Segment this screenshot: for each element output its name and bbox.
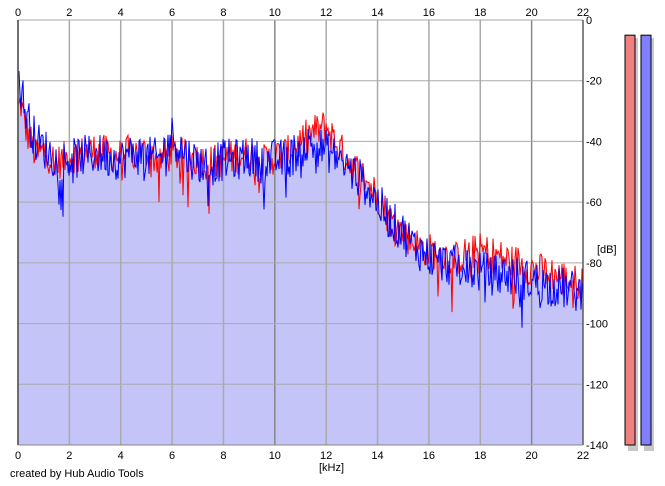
y-tick-label: -140 xyxy=(586,440,608,452)
x-tick-label-top: 16 xyxy=(423,7,435,19)
x-tick-label-bottom: 4 xyxy=(118,450,124,462)
x-tick-label-top: 4 xyxy=(118,7,124,19)
x-tick-label-top: 18 xyxy=(474,7,486,19)
x-tick-label-bottom: 18 xyxy=(474,450,486,462)
x-tick-label-bottom: 16 xyxy=(423,450,435,462)
y-tick-label: -100 xyxy=(586,319,608,331)
x-tick-label-bottom: 8 xyxy=(220,450,226,462)
y-tick-label: 0 xyxy=(586,15,592,27)
x-tick-label-top: 22 xyxy=(577,7,589,19)
x-tick-label-top: 20 xyxy=(526,7,538,19)
y-tick-label: -40 xyxy=(586,136,602,148)
level-meters xyxy=(624,34,654,452)
x-tick-label-bottom: 20 xyxy=(526,450,538,462)
tick-label-layer: 002244668810101212141416161818202022220-… xyxy=(15,7,608,462)
credit-text: created by Hub Audio Tools xyxy=(10,468,144,480)
y-tick-label: -120 xyxy=(586,379,608,391)
y-tick-label: -80 xyxy=(586,258,602,270)
series-line-1 xyxy=(17,71,584,328)
y-axis-label: [dB] xyxy=(597,244,617,256)
series-layer xyxy=(17,71,584,328)
x-tick-label-top: 10 xyxy=(269,7,281,19)
x-tick-label-bottom: 12 xyxy=(320,450,332,462)
x-tick-label-bottom: 10 xyxy=(269,450,281,462)
y-tick-label: -20 xyxy=(586,76,602,88)
x-tick-label-bottom: 2 xyxy=(66,450,72,462)
x-tick-label-bottom: 6 xyxy=(169,450,175,462)
x-tick-label-top: 2 xyxy=(66,7,72,19)
x-tick-label-top: 14 xyxy=(371,7,383,19)
x-tick-label-top: 6 xyxy=(169,7,175,19)
x-tick-label-bottom: 14 xyxy=(371,450,383,462)
level-meter-bar xyxy=(640,34,652,446)
axes-layer xyxy=(17,20,584,446)
x-tick-label-top: 12 xyxy=(320,7,332,19)
spectrum-fill-area xyxy=(18,71,583,445)
y-tick-label: -60 xyxy=(586,197,602,209)
x-axis-label: [kHz] xyxy=(319,462,344,474)
x-tick-label-top: 0 xyxy=(15,7,21,19)
x-tick-label-bottom: 0 xyxy=(15,450,21,462)
x-tick-label-bottom: 22 xyxy=(577,450,589,462)
x-tick-label-top: 8 xyxy=(220,7,226,19)
level-meter-bar xyxy=(624,34,636,446)
spectrum-fill-layer xyxy=(18,71,583,445)
